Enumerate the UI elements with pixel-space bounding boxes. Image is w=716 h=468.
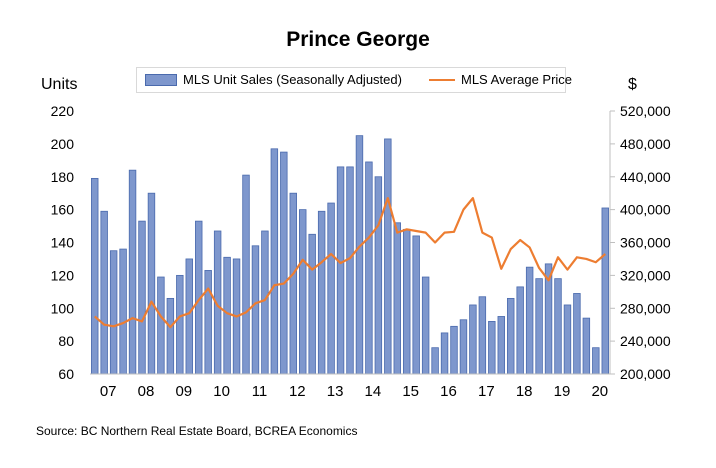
left-axis-tick-label: 60 bbox=[58, 366, 74, 382]
x-axis-tick-label: 11 bbox=[252, 383, 268, 400]
price-line bbox=[94, 197, 606, 329]
bar bbox=[403, 228, 411, 375]
bar bbox=[554, 278, 562, 375]
bar bbox=[582, 317, 591, 375]
bar bbox=[355, 135, 364, 375]
bar bbox=[507, 297, 515, 375]
axes bbox=[90, 110, 615, 375]
right-axis-tick-label: 520,000 bbox=[620, 103, 671, 119]
left-axis-tick-label: 100 bbox=[51, 300, 75, 316]
x-axis-tick-label: 09 bbox=[175, 383, 192, 400]
bar bbox=[242, 174, 250, 375]
bar bbox=[384, 138, 392, 375]
bar bbox=[601, 207, 609, 375]
bar bbox=[459, 319, 468, 375]
bar bbox=[147, 192, 156, 375]
right-axis-tick-label: 360,000 bbox=[620, 235, 671, 251]
right-axis-unit-label: $ bbox=[628, 76, 637, 93]
bar bbox=[251, 245, 260, 375]
legend-label-average-price: MLS Average Price bbox=[461, 72, 573, 87]
bar bbox=[440, 332, 449, 375]
left-axis-tick-label: 200 bbox=[51, 136, 75, 152]
bar bbox=[393, 222, 401, 375]
right-axis-tick-label: 440,000 bbox=[620, 169, 671, 185]
left-axis-tick-label: 140 bbox=[51, 235, 75, 251]
x-axis-tick-label: 08 bbox=[138, 383, 155, 400]
bar bbox=[185, 258, 193, 375]
line-series-average-price bbox=[94, 197, 606, 329]
bar-series-unit-sales bbox=[91, 135, 609, 375]
bar bbox=[308, 233, 316, 375]
bar bbox=[488, 320, 496, 375]
bar bbox=[431, 347, 439, 375]
bar bbox=[261, 230, 269, 375]
x-axis-tick-label: 16 bbox=[440, 383, 457, 400]
bar bbox=[525, 266, 534, 375]
x-axis-tick-label: 20 bbox=[591, 383, 608, 400]
tick-labels: 60 80 100 120 140 160 180 200 220 200,000 240,000 2… bbox=[51, 103, 671, 400]
legend-swatch-average-price bbox=[429, 79, 455, 81]
x-axis-tick-label: 14 bbox=[365, 383, 382, 400]
bar bbox=[412, 235, 420, 375]
bar bbox=[516, 286, 524, 375]
bar bbox=[317, 210, 326, 375]
bar bbox=[91, 177, 99, 375]
legend-swatch-unit-sales bbox=[145, 74, 177, 86]
bar bbox=[563, 304, 572, 375]
bar bbox=[100, 210, 108, 375]
left-axis-tick-label: 160 bbox=[51, 202, 75, 218]
x-axis-tick-label: 07 bbox=[100, 383, 117, 400]
bar bbox=[166, 297, 175, 375]
left-axis-tick-label: 120 bbox=[51, 267, 75, 283]
bar bbox=[535, 278, 543, 375]
bar bbox=[450, 325, 458, 375]
bar bbox=[138, 220, 146, 375]
left-axis-tick-label: 80 bbox=[58, 333, 74, 349]
x-axis-tick-label: 15 bbox=[402, 383, 419, 400]
right-axis-tick-label: 200,000 bbox=[620, 366, 671, 382]
bar bbox=[346, 166, 354, 375]
bar bbox=[223, 256, 231, 375]
x-axis-tick-label: 13 bbox=[327, 383, 344, 400]
bar bbox=[469, 304, 477, 375]
left-axis-tick-label: 180 bbox=[51, 169, 75, 185]
bar bbox=[573, 293, 581, 375]
bar bbox=[365, 161, 373, 375]
chart-title: Prince George bbox=[286, 28, 430, 51]
legend-label-unit-sales: MLS Unit Sales (Seasonally Adjusted) bbox=[183, 72, 402, 87]
x-axis-tick-label: 12 bbox=[289, 383, 306, 400]
bar bbox=[592, 347, 600, 375]
bar bbox=[119, 248, 127, 375]
bar bbox=[336, 166, 345, 375]
left-axis-unit-label: Units bbox=[41, 76, 78, 93]
x-axis-tick-label: 18 bbox=[516, 383, 533, 400]
left-axis-tick-label: 220 bbox=[51, 103, 75, 119]
bar bbox=[289, 192, 297, 375]
bar bbox=[374, 176, 383, 375]
x-axis-tick-label: 17 bbox=[478, 383, 495, 400]
bar bbox=[176, 274, 184, 375]
bar bbox=[128, 169, 137, 375]
right-axis-tick-label: 480,000 bbox=[620, 136, 671, 152]
bar bbox=[280, 151, 288, 375]
bar bbox=[157, 276, 165, 375]
bar bbox=[478, 296, 487, 375]
right-axis-tick-label: 400,000 bbox=[620, 202, 671, 218]
right-axis-tick-label: 280,000 bbox=[620, 300, 671, 316]
bar bbox=[204, 270, 212, 375]
bar bbox=[109, 250, 118, 375]
bar bbox=[497, 316, 505, 375]
x-axis-tick-label: 10 bbox=[213, 383, 230, 400]
right-axis-tick-label: 320,000 bbox=[620, 267, 671, 283]
bar bbox=[327, 202, 335, 375]
legend: MLS Unit Sales (Seasonally Adjusted) MLS… bbox=[136, 67, 572, 93]
bar bbox=[270, 148, 279, 375]
right-axis-tick-label: 240,000 bbox=[620, 333, 671, 349]
x-axis-tick-label: 19 bbox=[554, 383, 571, 400]
bar bbox=[421, 276, 430, 375]
bar bbox=[299, 209, 307, 375]
source-note: Source: BC Northern Real Estate Board, B… bbox=[36, 424, 358, 438]
